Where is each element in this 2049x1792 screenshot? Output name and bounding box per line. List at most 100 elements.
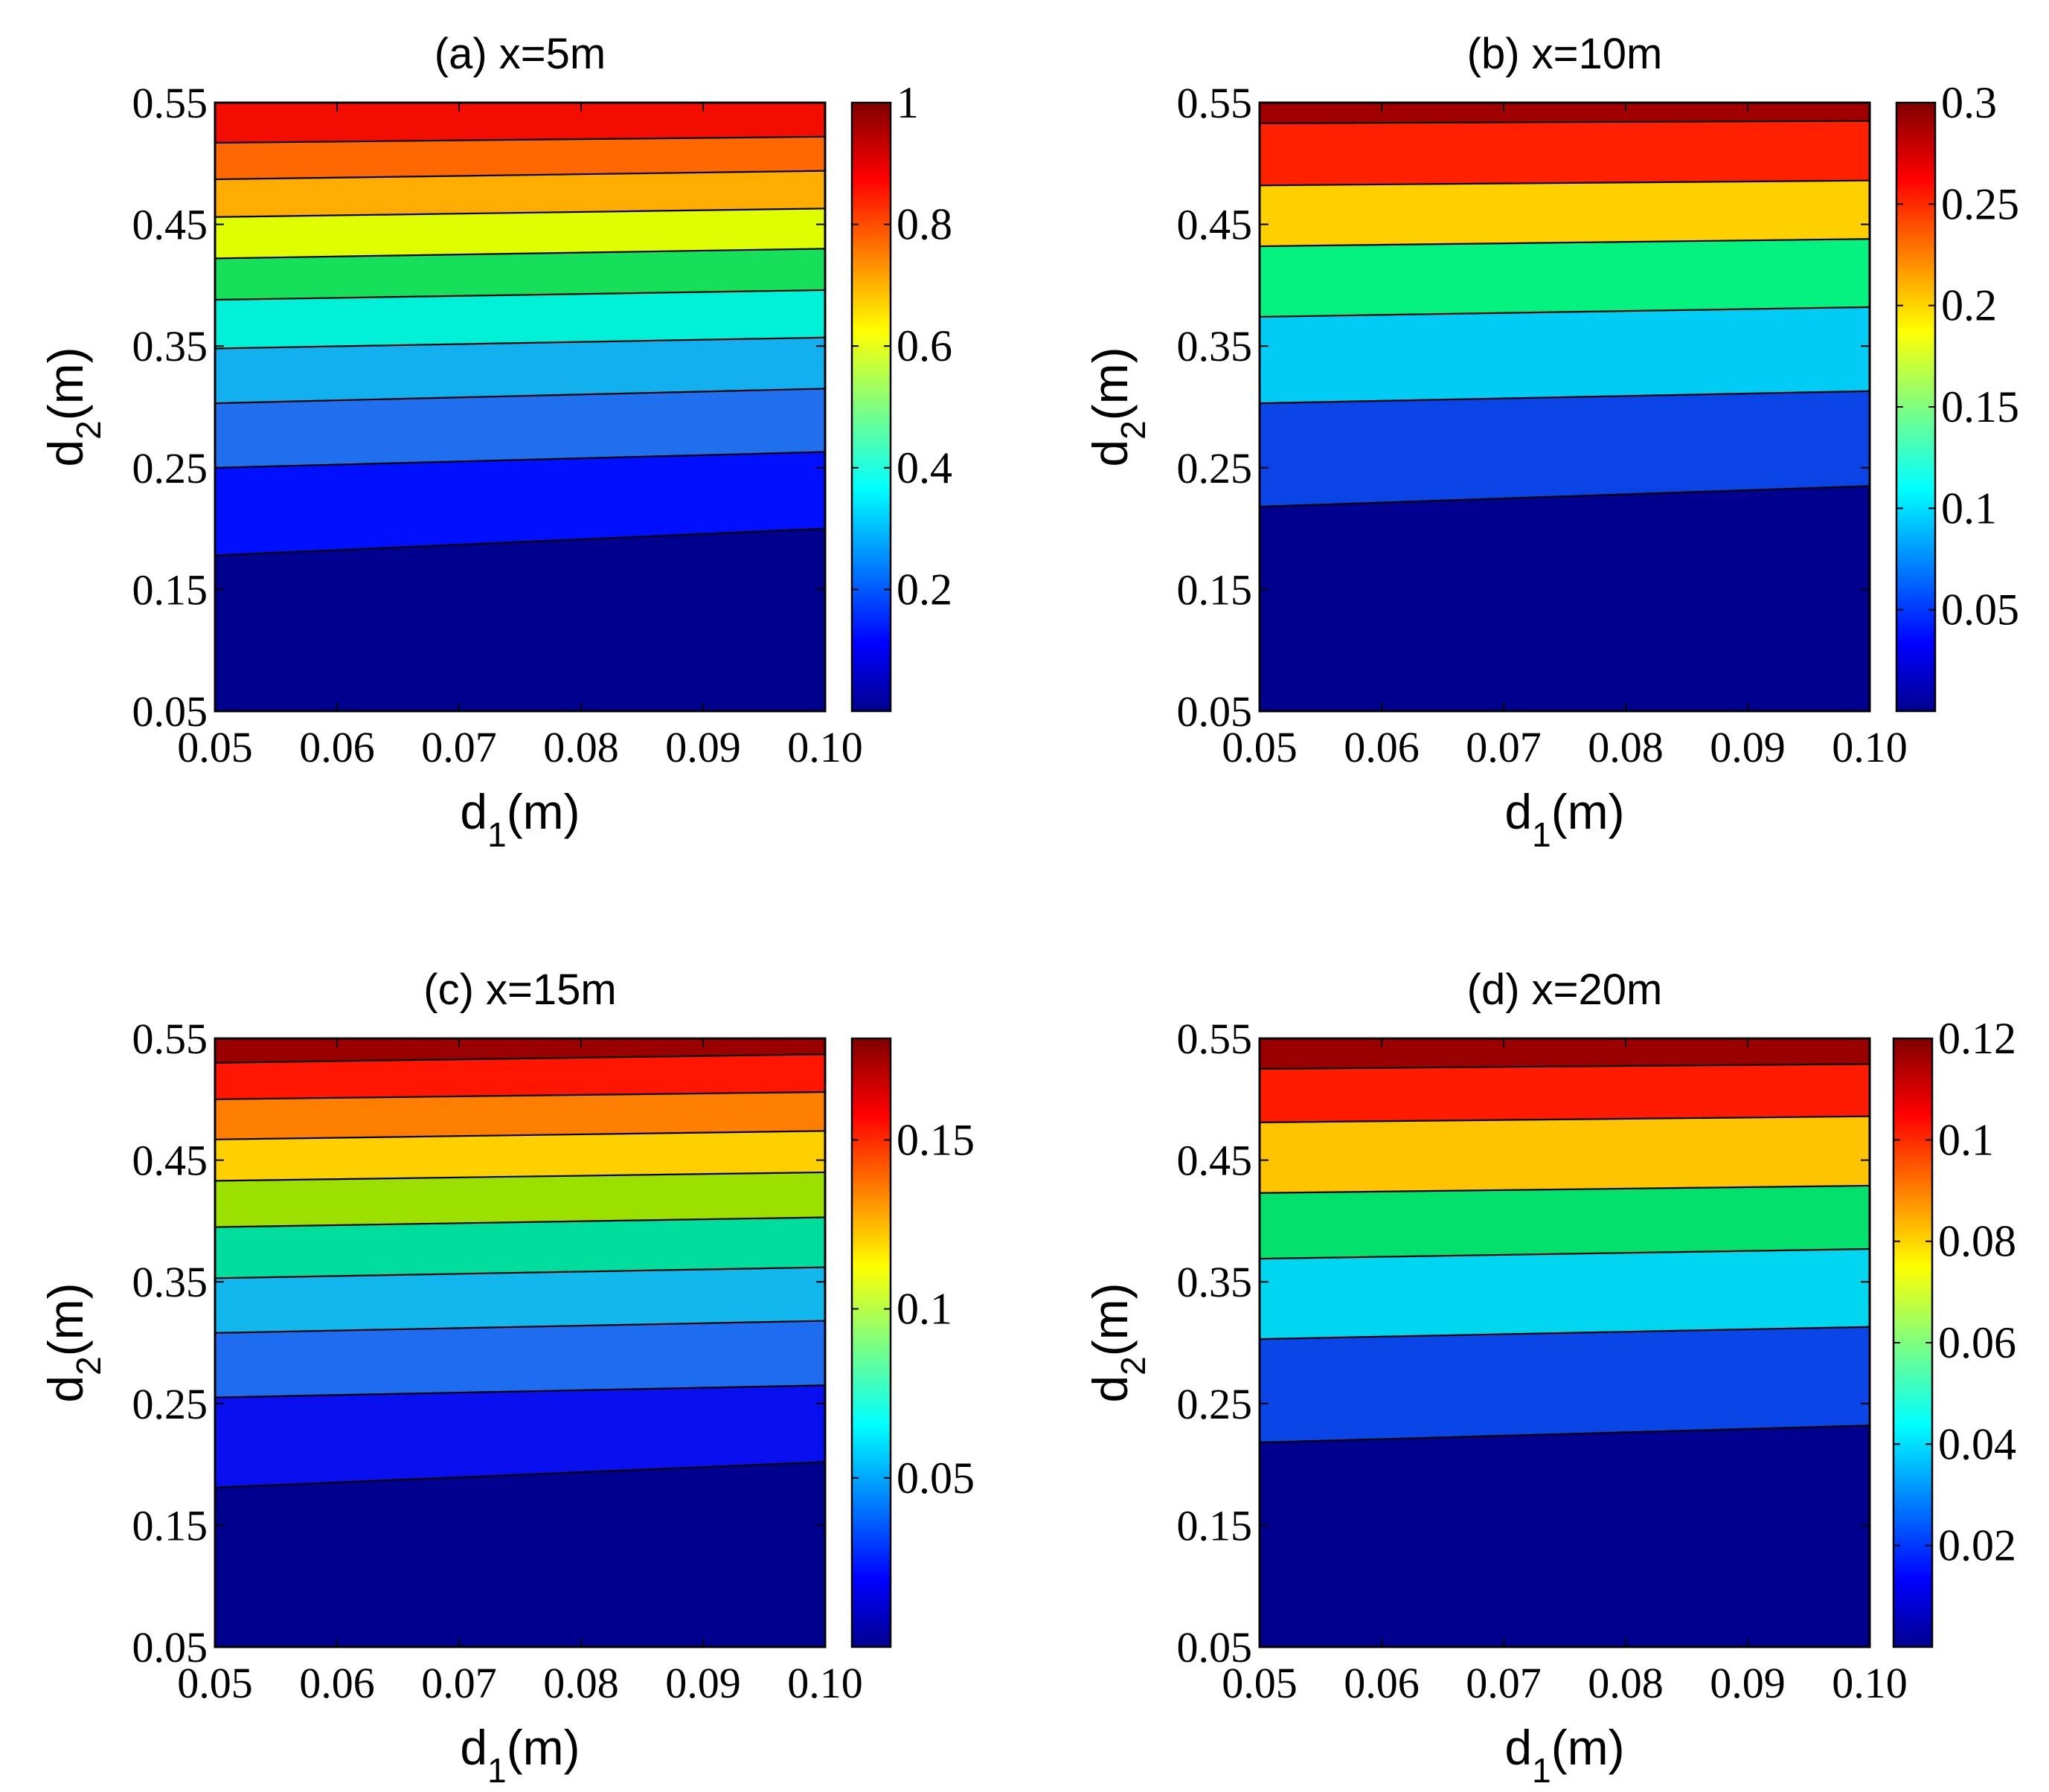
panel-b-y-axis-label-unit: (m) bbox=[1083, 347, 1138, 420]
panel-d-colorbar-tick-label-0: 0.02 bbox=[1938, 1521, 2016, 1570]
panel-d-band-0 bbox=[1259, 1425, 1870, 1648]
panel-a-y-axis-label-base: d bbox=[38, 440, 93, 467]
panel-a-y-tick-label-1: 0.15 bbox=[132, 565, 208, 614]
panel-d-title: (d) x=20m bbox=[1467, 966, 1663, 1014]
panel-a-colorbar bbox=[850, 101, 892, 713]
panel-d-x-axis-label-sub: 1 bbox=[1532, 1751, 1551, 1790]
panel-a-x-axis-label-sub: 1 bbox=[487, 815, 507, 854]
panel-d-x-axis-label: d1(m) bbox=[1504, 1720, 1624, 1790]
panel-a-colorbar-tick-label-4: 1 bbox=[897, 78, 919, 127]
panel-b-band-4 bbox=[1259, 180, 1870, 247]
panel-c-x-tick-label-0: 0.05 bbox=[177, 1659, 253, 1707]
panel-d-y-tick-label-0: 0.05 bbox=[1177, 1623, 1253, 1671]
panel-d-x-tick-label-2: 0.07 bbox=[1466, 1659, 1542, 1707]
panel-d-colorbar-tick-label-5: 0.12 bbox=[1938, 1014, 2016, 1063]
panel-b-x-tick-label-0: 0.05 bbox=[1222, 723, 1298, 771]
panel-a-x-axis-label: d1(m) bbox=[460, 784, 580, 854]
panel-b-x-axis-label-unit: (m) bbox=[1551, 784, 1625, 839]
panel-b-contour-line-3 bbox=[1259, 238, 1870, 248]
panel-a-y-tick-label-4: 0.45 bbox=[132, 201, 208, 249]
panel-b-band-6 bbox=[1259, 102, 1870, 124]
panel-b-x-tick-label-4: 0.09 bbox=[1710, 723, 1786, 771]
panel-c-title: (c) x=15m bbox=[423, 966, 616, 1014]
panel-c-y-axis-label-sub: 2 bbox=[69, 1356, 108, 1375]
panel-c-x-tick-label-1: 0.06 bbox=[299, 1659, 375, 1707]
panel-b-contour-line-2 bbox=[1259, 306, 1870, 318]
panel-b-colorbar-tick-label-3: 0.2 bbox=[1941, 281, 1997, 330]
panel-c-colorbar-tick-label-0: 0.05 bbox=[897, 1454, 975, 1503]
panel-c: 0.05 0.06 0.07 0.08 0.09 0.10 0.05 0.15 0.25 0.35… bbox=[38, 966, 975, 1790]
panel-a-plot-frame bbox=[214, 101, 827, 713]
panel-d-y-tick-label-1: 0.15 bbox=[1177, 1501, 1253, 1549]
panel-b-y-tick-label-2: 0.25 bbox=[1177, 444, 1253, 492]
panel-c-x-tick-label-3: 0.08 bbox=[543, 1659, 619, 1707]
panel-b-y-axis-label-base: d bbox=[1083, 440, 1138, 467]
panel-d-colorbar-tick-label-2: 0.06 bbox=[1938, 1318, 2016, 1367]
panel-d-x-tick-label-5: 0.10 bbox=[1832, 1659, 1908, 1707]
panel-a-y-tick-label-5: 0.55 bbox=[132, 79, 208, 127]
panel-d-y-axis-label: d2(m) bbox=[1083, 1282, 1152, 1402]
panel-a-y-axis-label-sub: 2 bbox=[69, 420, 108, 440]
panel-a-x-tick-label-3: 0.08 bbox=[543, 723, 619, 771]
panel-a-y-axis-label-unit: (m) bbox=[38, 347, 93, 420]
panel-c-contour-line-6 bbox=[214, 1130, 826, 1140]
panel-b-contour-line-1 bbox=[1259, 390, 1870, 405]
panel-c-x-axis-label-unit: (m) bbox=[507, 1720, 580, 1775]
panel-c-contour-line-0 bbox=[214, 1461, 826, 1488]
panel-d-x-axis-label-unit: (m) bbox=[1551, 1720, 1625, 1775]
panel-c-y-tick-label-3: 0.35 bbox=[132, 1258, 208, 1306]
panel-d-y-axis-label-base: d bbox=[1083, 1375, 1138, 1403]
panel-c-y-axis-label-unit: (m) bbox=[38, 1282, 93, 1356]
panel-c-y-axis-label: d2(m) bbox=[38, 1282, 108, 1402]
panel-d-contour-line-3 bbox=[1259, 1184, 1870, 1194]
panel-a-contour-line-6 bbox=[214, 208, 826, 218]
panel-d-colorbar-tick-label-1: 0.04 bbox=[1938, 1419, 2016, 1468]
panel-d: 0.05 0.06 0.07 0.08 0.09 0.10 0.05 0.15 0.25 0.35… bbox=[1083, 966, 2016, 1790]
panel-a-contour-line-1 bbox=[214, 451, 826, 469]
panel-c-contour-line-7 bbox=[214, 1091, 826, 1100]
panel-d-y-tick-label-4: 0.45 bbox=[1177, 1137, 1253, 1185]
panel-d-plot-frame bbox=[1258, 1037, 1871, 1648]
panel-c-colorbar-tick-label-2: 0.15 bbox=[897, 1115, 975, 1164]
panel-d-colorbar-tick-label-4: 0.1 bbox=[1938, 1115, 1994, 1164]
panel-d-y-tick-label-5: 0.55 bbox=[1177, 1015, 1253, 1063]
panel-b-band-2 bbox=[1259, 306, 1870, 404]
panel-c-x-axis-label-base: d bbox=[460, 1720, 487, 1775]
panel-d-contour-line-4 bbox=[1259, 1115, 1870, 1123]
panel-d-band-3 bbox=[1259, 1185, 1870, 1259]
panel-c-contour-line-1 bbox=[214, 1384, 826, 1398]
panel-c-band-0 bbox=[214, 1461, 826, 1648]
panel-d-y-axis-label-unit: (m) bbox=[1083, 1282, 1138, 1356]
panel-c-y-tick-label-0: 0.05 bbox=[132, 1623, 208, 1671]
panel-d-colorbar-tick-label-3: 0.08 bbox=[1938, 1217, 2016, 1266]
panel-b-colorbar-tick-label-4: 0.25 bbox=[1941, 179, 2019, 228]
panel-a-x-tick-label-4: 0.09 bbox=[665, 723, 741, 771]
panel-d-band-2 bbox=[1259, 1248, 1870, 1340]
panel-c-contour-line-8 bbox=[214, 1053, 826, 1064]
panel-b-x-tick-label-5: 0.10 bbox=[1832, 723, 1908, 771]
panel-c-contour-line-3 bbox=[214, 1266, 826, 1279]
panel-c-y-tick-label-5: 0.55 bbox=[132, 1015, 208, 1063]
panel-b-y-axis-label-sub: 2 bbox=[1114, 420, 1152, 440]
panel-a-y-axis-label: d2(m) bbox=[38, 347, 108, 466]
panel-a-y-tick-label-2: 0.25 bbox=[132, 444, 208, 492]
panel-b-y-tick-label-3: 0.35 bbox=[1177, 322, 1253, 370]
panel-c-y-tick-label-1: 0.15 bbox=[132, 1501, 208, 1549]
panel-c-x-axis-label: d1(m) bbox=[460, 1720, 580, 1790]
panel-a-contour-line-4 bbox=[214, 289, 826, 301]
panel-a-contour-line-0 bbox=[214, 527, 826, 556]
panel-c-x-tick-label-2: 0.07 bbox=[421, 1659, 497, 1707]
panel-a-x-tick-label-0: 0.05 bbox=[177, 723, 253, 771]
panel-a-band-9 bbox=[214, 102, 826, 144]
panel-d-x-axis-label-base: d bbox=[1504, 1720, 1532, 1775]
panel-a-contour-line-2 bbox=[214, 388, 826, 405]
panel-c-x-axis-label-sub: 1 bbox=[487, 1751, 507, 1790]
panel-d-contour-line-1 bbox=[1259, 1326, 1870, 1340]
panel-d-x-tick-label-0: 0.05 bbox=[1222, 1659, 1298, 1707]
panel-a-colorbar-tick-label-0: 0.2 bbox=[897, 565, 952, 614]
panel-d-x-tick-label-1: 0.06 bbox=[1344, 1659, 1420, 1707]
panel-a: 0.05 0.06 0.07 0.08 0.09 0.10 0.05 0.15 0.25 0.35… bbox=[38, 30, 952, 854]
panel-c-contour-line-2 bbox=[214, 1320, 826, 1335]
panel-b-colorbar-tick-label-2: 0.15 bbox=[1941, 382, 2019, 431]
panel-b: 0.05 0.06 0.07 0.08 0.09 0.10 0.05 0.15 0.25 0.35… bbox=[1083, 30, 2019, 854]
